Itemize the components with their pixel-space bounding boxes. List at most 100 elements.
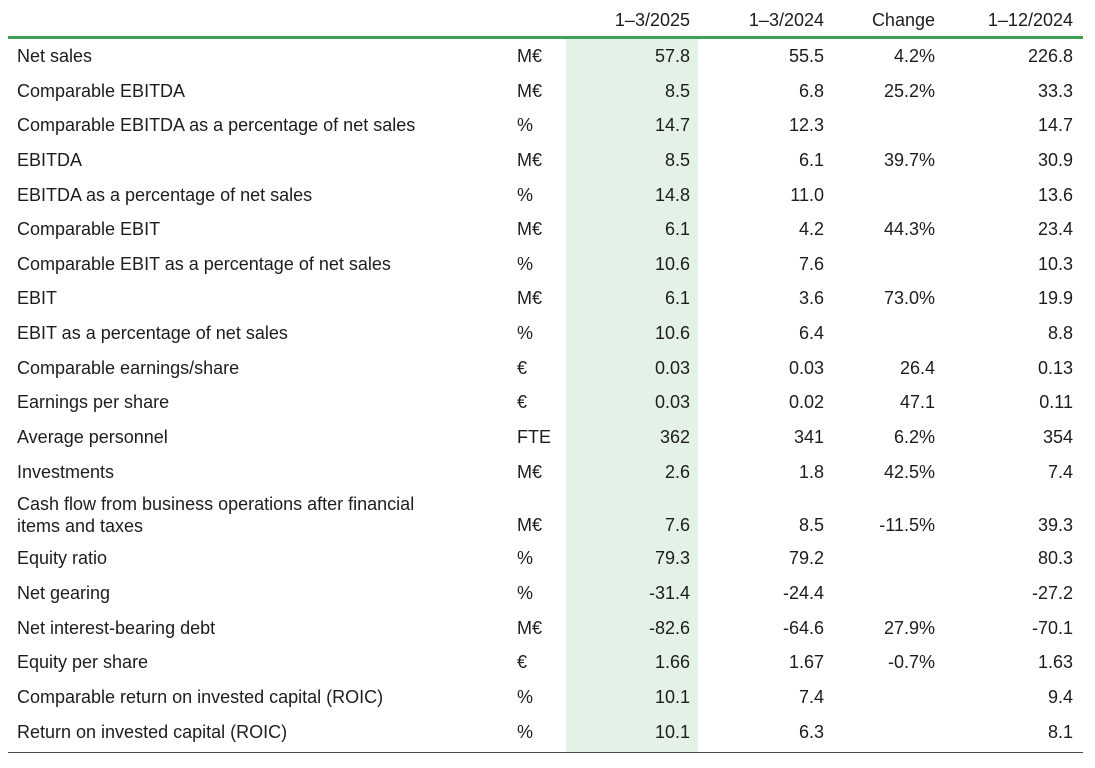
value-change: 39.7% — [883, 149, 935, 170]
row-unit: % — [517, 582, 534, 603]
value-prior-quarter: 8.5 — [798, 515, 824, 536]
row-unit: % — [517, 253, 534, 274]
value-change: 47.1 — [899, 392, 935, 413]
value-prior-quarter: 7.6 — [798, 253, 824, 274]
value-full-year: 0.13 — [1037, 357, 1073, 378]
value-current-quarter: 1.66 — [654, 652, 690, 673]
current-period-column-highlight — [566, 37, 698, 753]
value-full-year: 10.3 — [1037, 253, 1073, 274]
table-row: Net sales M€ 57.8 55.5 4.2% 226.8 — [0, 39, 1095, 74]
row-unit: M€ — [517, 80, 543, 101]
value-current-quarter: 8.5 — [664, 80, 690, 101]
value-full-year: 8.8 — [1047, 323, 1073, 344]
value-current-quarter: 10.1 — [654, 721, 690, 742]
value-prior-quarter: 341 — [793, 427, 824, 448]
value-prior-quarter: -64.6 — [782, 617, 824, 638]
value-change: -0.7% — [887, 652, 935, 673]
row-label: Net interest-bearing debt — [17, 617, 216, 638]
value-prior-quarter: 6.4 — [798, 323, 824, 344]
value-prior-quarter: 6.1 — [798, 149, 824, 170]
value-prior-quarter: 12.3 — [788, 115, 824, 136]
value-full-year: 80.3 — [1037, 548, 1073, 569]
value-current-quarter: 10.6 — [654, 323, 690, 344]
value-full-year: 30.9 — [1037, 149, 1073, 170]
row-unit: % — [517, 548, 534, 569]
header-col-prior-quarter: 1–3/2024 — [748, 10, 824, 30]
value-full-year: -27.2 — [1031, 582, 1073, 603]
table-row: Investments M€ 2.6 1.8 42.5% 7.4 — [0, 455, 1095, 490]
row-label: Comparable EBIT — [17, 219, 161, 240]
row-label: Comparable EBIT as a percentage of net s… — [17, 253, 391, 274]
row-unit: % — [517, 686, 534, 707]
row-label: Equity ratio — [17, 548, 108, 569]
table-row: Equity per share €1.66 1.67 -0.7% 1.63 — [0, 645, 1095, 680]
value-current-quarter: 10.6 — [654, 253, 690, 274]
value-full-year: 8.1 — [1047, 721, 1073, 742]
row-unit: € — [517, 357, 528, 378]
value-current-quarter: 8.5 — [664, 149, 690, 170]
table-row: Cash flow from business operations after… — [0, 489, 1095, 541]
value-current-quarter: 14.7 — [654, 115, 690, 136]
value-prior-quarter: -24.4 — [782, 582, 824, 603]
table-row: EBIT as a percentage of net sales% 10.6 6.… — [0, 316, 1095, 351]
value-current-quarter: 7.6 — [664, 515, 690, 536]
row-unit: M€ — [517, 617, 543, 638]
row-label: Average personnel — [17, 427, 168, 448]
value-full-year: 23.4 — [1037, 219, 1073, 240]
row-label: Comparable EBITDA — [17, 80, 186, 101]
value-prior-quarter: 1.8 — [798, 461, 824, 482]
value-prior-quarter: 11.0 — [790, 184, 824, 205]
value-full-year: 9.4 — [1047, 686, 1073, 707]
value-full-year: 33.3 — [1037, 80, 1073, 101]
table-bottom-rule — [8, 752, 1083, 753]
header-col-current-quarter: 1–3/2025 — [614, 10, 690, 30]
row-label: EBITDA as a percentage of net sales — [17, 184, 313, 205]
value-change: 6.2% — [893, 427, 935, 448]
row-label: EBITDA — [17, 149, 83, 170]
value-full-year: 226.8 — [1027, 46, 1073, 66]
table-row: Net interest-bearing debt M€ -82.6 -64.6 27.… — [0, 611, 1095, 646]
row-unit: € — [517, 652, 528, 673]
row-unit: M€ — [517, 288, 543, 309]
row-unit: % — [517, 184, 534, 205]
table-row: Return on invested capital (ROIC)% 10.1 6.… — [0, 715, 1095, 750]
table-row: Comparable EBITDA as a percentage of net… — [0, 108, 1095, 143]
value-prior-quarter: 1.67 — [788, 652, 824, 673]
value-full-year: 7.4 — [1047, 461, 1073, 482]
table-row: EBITDA as a percentage of net sales% 14.8… — [0, 178, 1095, 213]
value-full-year: 0.11 — [1039, 392, 1073, 413]
row-label: Comparable EBITDA as a percentage of net… — [17, 115, 416, 136]
value-current-quarter: 0.03 — [654, 392, 690, 413]
row-label: Equity per share — [17, 652, 149, 673]
table-row: Comparable earnings/share €0.03 0.03 26.4 0.… — [0, 351, 1095, 386]
value-full-year: 1.63 — [1037, 652, 1073, 673]
row-unit: M€ — [517, 149, 543, 170]
row-label: Net gearing — [17, 582, 111, 603]
value-current-quarter: 6.1 — [664, 219, 690, 240]
value-prior-quarter: 6.3 — [798, 721, 824, 742]
row-unit: M€ — [517, 219, 543, 240]
table-row: EBIT M€ 6.1 3.6 73.0% 19.9 — [0, 281, 1095, 316]
table-row: Net gearing% -31.4 -24.4 -27.2 — [0, 576, 1095, 611]
value-full-year: 13.6 — [1037, 184, 1073, 205]
value-full-year: 39.3 — [1037, 515, 1073, 536]
row-unit: % — [517, 721, 534, 742]
table-body: Net sales M€ 57.8 55.5 4.2% 226.8 Comparable E… — [0, 39, 1095, 749]
table-row: Comparable EBIT as a percentage of net s… — [0, 247, 1095, 282]
row-unit: € — [517, 392, 528, 413]
value-current-quarter: 14.8 — [654, 184, 690, 205]
header-col-full-year: 1–12/2024 — [987, 10, 1073, 30]
row-label: EBIT — [17, 288, 58, 309]
value-full-year: 19.9 — [1037, 288, 1073, 309]
value-full-year: -70.1 — [1031, 617, 1073, 638]
value-prior-quarter: 0.02 — [788, 392, 824, 413]
value-current-quarter: -31.4 — [648, 582, 690, 603]
value-change: 44.3% — [883, 219, 935, 240]
table-row: Earnings per share €0.03 0.02 47.1 0.11 — [0, 385, 1095, 420]
table-header: 1–3/2025 1–3/2024 Change 1–12/2024 — [0, 0, 1095, 37]
row-label: EBIT as a percentage of net sales — [17, 323, 288, 344]
row-label: Earnings per share — [17, 392, 170, 413]
row-label: Comparable earnings/share — [17, 357, 240, 378]
table-row: Comparable EBIT M€ 6.1 4.2 44.3% 23.4 — [0, 212, 1095, 247]
